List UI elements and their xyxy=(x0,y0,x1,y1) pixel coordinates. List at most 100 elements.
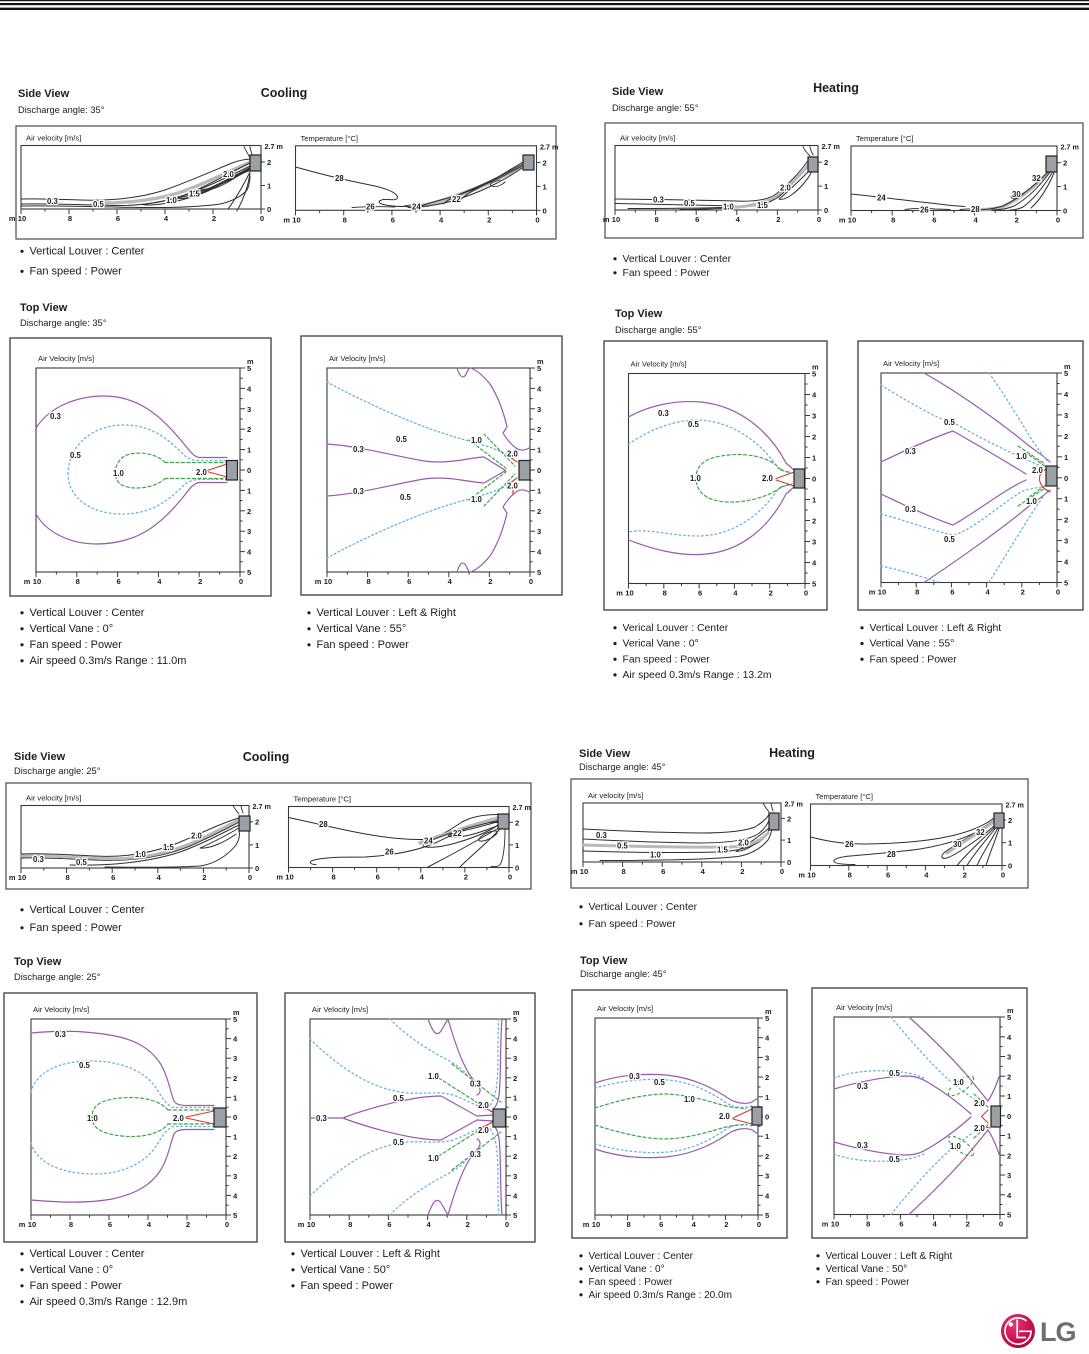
svg-text:0.5: 0.5 xyxy=(400,493,412,502)
svg-text:26: 26 xyxy=(366,203,375,212)
svg-text:2.0: 2.0 xyxy=(719,1112,731,1121)
svg-text:4: 4 xyxy=(985,588,990,597)
svg-text:1.0: 1.0 xyxy=(950,1142,962,1151)
svg-text:Discharge angle: 45°: Discharge angle: 45° xyxy=(580,969,667,979)
svg-text:4: 4 xyxy=(513,1035,518,1044)
svg-text:2: 2 xyxy=(247,507,251,516)
svg-text:0: 0 xyxy=(543,206,547,215)
svg-text:m: m xyxy=(19,1220,26,1229)
svg-text:Fan speed : Power: Fan speed : Power xyxy=(301,1280,394,1292)
svg-text:5: 5 xyxy=(1064,369,1069,378)
svg-text:5: 5 xyxy=(233,1211,238,1220)
svg-text:Vertical Louver : Left & Right: Vertical Louver : Left & Right xyxy=(870,623,1002,634)
svg-text:2.0: 2.0 xyxy=(173,1114,185,1123)
svg-text:1: 1 xyxy=(537,446,542,455)
svg-text:1: 1 xyxy=(765,1093,770,1102)
svg-text:22: 22 xyxy=(453,829,462,838)
svg-text:Air Velocity [m/s]: Air Velocity [m/s] xyxy=(38,354,94,363)
svg-text:3: 3 xyxy=(513,1054,517,1063)
svg-text:1.0: 1.0 xyxy=(690,474,702,483)
svg-text:6: 6 xyxy=(661,867,665,876)
svg-text:0: 0 xyxy=(239,577,243,586)
svg-text:5: 5 xyxy=(812,370,817,379)
svg-text:Temperature [°C]: Temperature [°C] xyxy=(856,134,913,143)
svg-text:1: 1 xyxy=(233,1133,238,1142)
svg-text:0.3: 0.3 xyxy=(33,855,45,864)
svg-text:1.0: 1.0 xyxy=(87,1114,99,1123)
svg-text:2: 2 xyxy=(466,1220,470,1229)
svg-text:1: 1 xyxy=(1063,183,1068,192)
svg-text:2.7 m: 2.7 m xyxy=(540,142,558,151)
svg-text:Air speed 0.3m/s Range : 12.9m: Air speed 0.3m/s Range : 12.9m xyxy=(30,1296,188,1308)
svg-text:Air velocity [m/s]: Air velocity [m/s] xyxy=(620,134,675,143)
svg-text:m: m xyxy=(283,215,290,224)
svg-text:0: 0 xyxy=(247,466,251,475)
svg-text:6: 6 xyxy=(695,215,699,224)
svg-text:m: m xyxy=(839,216,846,225)
svg-text:28: 28 xyxy=(319,820,328,829)
svg-text:5: 5 xyxy=(513,1211,518,1220)
svg-text:2.0: 2.0 xyxy=(478,1101,490,1110)
svg-text:1: 1 xyxy=(255,841,260,850)
svg-text:32: 32 xyxy=(1032,174,1041,183)
svg-text:0.3: 0.3 xyxy=(629,1072,641,1081)
svg-text:2: 2 xyxy=(1021,588,1025,597)
svg-text:26: 26 xyxy=(845,840,854,849)
svg-text:m: m xyxy=(869,588,876,597)
svg-text:Cooling: Cooling xyxy=(261,86,308,100)
svg-text:Vertical Louver : Left & Right: Vertical Louver : Left & Right xyxy=(826,1251,953,1262)
svg-text:6: 6 xyxy=(387,1220,391,1229)
svg-text:4: 4 xyxy=(701,867,706,876)
svg-text:1.5: 1.5 xyxy=(757,201,769,210)
svg-text:4: 4 xyxy=(1007,1033,1012,1042)
svg-text:5: 5 xyxy=(537,568,542,577)
svg-text:10: 10 xyxy=(848,216,856,225)
svg-text:28: 28 xyxy=(971,205,980,214)
svg-text:8: 8 xyxy=(866,1220,870,1229)
svg-text:6: 6 xyxy=(116,577,120,586)
svg-text:0.3: 0.3 xyxy=(596,831,608,840)
svg-text:0.3: 0.3 xyxy=(47,197,59,206)
svg-text:1: 1 xyxy=(513,1093,518,1102)
svg-text:0: 0 xyxy=(824,206,828,215)
svg-text:0.3: 0.3 xyxy=(658,409,670,418)
svg-text:28: 28 xyxy=(335,174,344,183)
svg-text:5: 5 xyxy=(247,364,252,373)
svg-text:8: 8 xyxy=(621,867,625,876)
svg-text:10: 10 xyxy=(28,1220,36,1229)
svg-text:10: 10 xyxy=(625,589,633,598)
svg-text:0: 0 xyxy=(1064,474,1068,483)
svg-text:2.7 m: 2.7 m xyxy=(253,802,271,811)
svg-text:Air Velocity [m/s]: Air Velocity [m/s] xyxy=(329,354,385,363)
svg-text:5: 5 xyxy=(513,1015,518,1024)
svg-text:0: 0 xyxy=(508,873,512,882)
svg-text:0.3: 0.3 xyxy=(857,1141,869,1150)
svg-text:8: 8 xyxy=(348,1220,352,1229)
svg-text:0: 0 xyxy=(1007,1112,1011,1121)
svg-text:10: 10 xyxy=(580,867,588,876)
svg-text:0.3: 0.3 xyxy=(353,487,365,496)
svg-text:8: 8 xyxy=(65,873,69,882)
svg-text:Heating: Heating xyxy=(813,81,859,95)
svg-text:m: m xyxy=(1064,362,1071,371)
svg-text:3: 3 xyxy=(765,1053,769,1062)
svg-text:8: 8 xyxy=(891,216,895,225)
svg-text:m: m xyxy=(1007,1006,1014,1015)
svg-text:2.0: 2.0 xyxy=(1032,466,1044,475)
svg-text:10: 10 xyxy=(324,577,332,586)
svg-text:30: 30 xyxy=(953,840,962,849)
svg-text:8: 8 xyxy=(69,1220,73,1229)
svg-text:4: 4 xyxy=(765,1191,770,1200)
svg-text:Vertical Louver : Center: Vertical Louver : Center xyxy=(623,254,732,265)
svg-text:4: 4 xyxy=(247,384,252,393)
svg-text:0: 0 xyxy=(757,1220,761,1229)
svg-text:2.0: 2.0 xyxy=(974,1099,986,1108)
svg-text:4: 4 xyxy=(439,215,444,224)
svg-text:Discharge angle: 55°: Discharge angle: 55° xyxy=(612,103,699,113)
svg-text:10: 10 xyxy=(285,873,293,882)
svg-text:10: 10 xyxy=(18,214,26,223)
svg-text:1: 1 xyxy=(233,1093,238,1102)
svg-text:6: 6 xyxy=(391,215,395,224)
svg-text:Vertical Louver : Center: Vertical Louver : Center xyxy=(30,607,145,619)
svg-text:4: 4 xyxy=(924,871,929,880)
